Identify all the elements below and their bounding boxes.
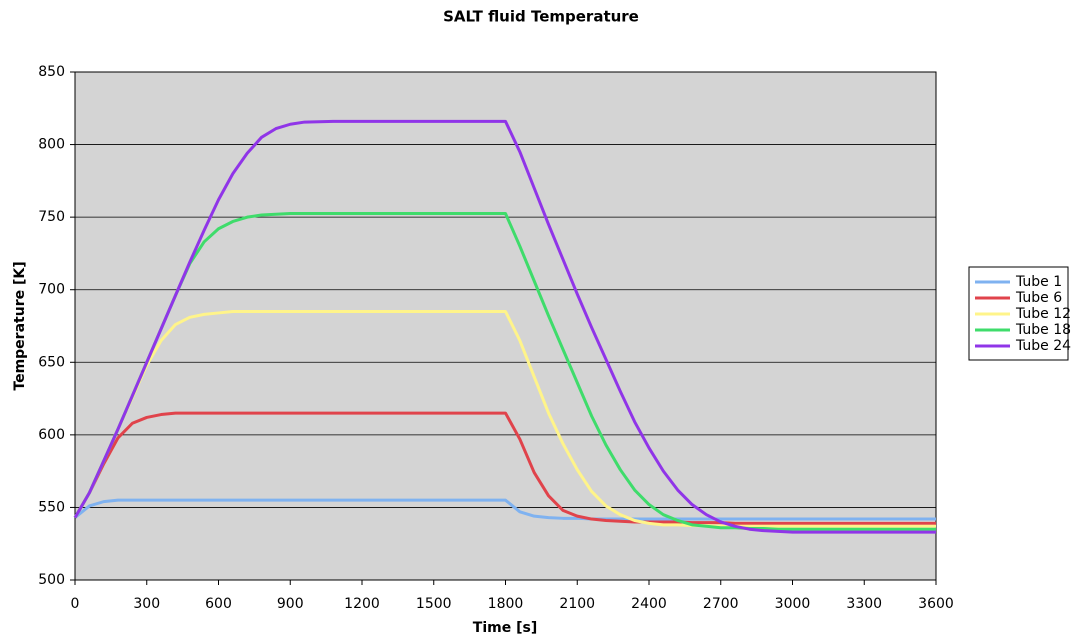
x-tick-label: 1200: [344, 596, 380, 612]
y-tick-label: 750: [38, 209, 65, 225]
x-tick-label: 600: [205, 596, 232, 612]
y-tick-label: 500: [38, 572, 65, 588]
legend-label: Tube 24: [1015, 338, 1071, 354]
x-axis-label: Time [s]: [473, 620, 537, 636]
legend-label: Tube 6: [1015, 290, 1062, 306]
x-tick-label: 900: [277, 596, 304, 612]
chart-title: SALT fluid Temperature: [443, 8, 639, 26]
x-tick-label: 2100: [559, 596, 595, 612]
x-tick-label: 300: [133, 596, 160, 612]
series-line: [74, 498, 936, 521]
x-tick-label: 0: [71, 596, 80, 612]
y-tick-label: 650: [38, 354, 65, 370]
legend-label: Tube 18: [1015, 322, 1071, 338]
plot-area: [75, 72, 936, 580]
x-tick-label: 3300: [846, 596, 882, 612]
x-tick-label: 2400: [631, 596, 667, 612]
x-tick-label: 1500: [416, 596, 452, 612]
y-tick-label: 700: [38, 282, 65, 298]
y-tick-label: 800: [38, 137, 65, 153]
series-line: [73, 119, 936, 534]
y-axis-label: Temperature [K]: [12, 261, 28, 390]
x-tick-label: 3000: [775, 596, 811, 612]
y-tick-label: 600: [38, 427, 65, 443]
x-tick-label: 2700: [703, 596, 739, 612]
x-tick-label: 3600: [918, 596, 954, 612]
plot-border: [74, 71, 937, 581]
x-tick-label: 1800: [488, 596, 524, 612]
y-tick-label: 550: [38, 499, 65, 515]
legend-label: Tube 1: [1015, 274, 1062, 290]
legend-label: Tube 12: [1015, 306, 1071, 322]
y-tick-label: 850: [38, 64, 65, 80]
